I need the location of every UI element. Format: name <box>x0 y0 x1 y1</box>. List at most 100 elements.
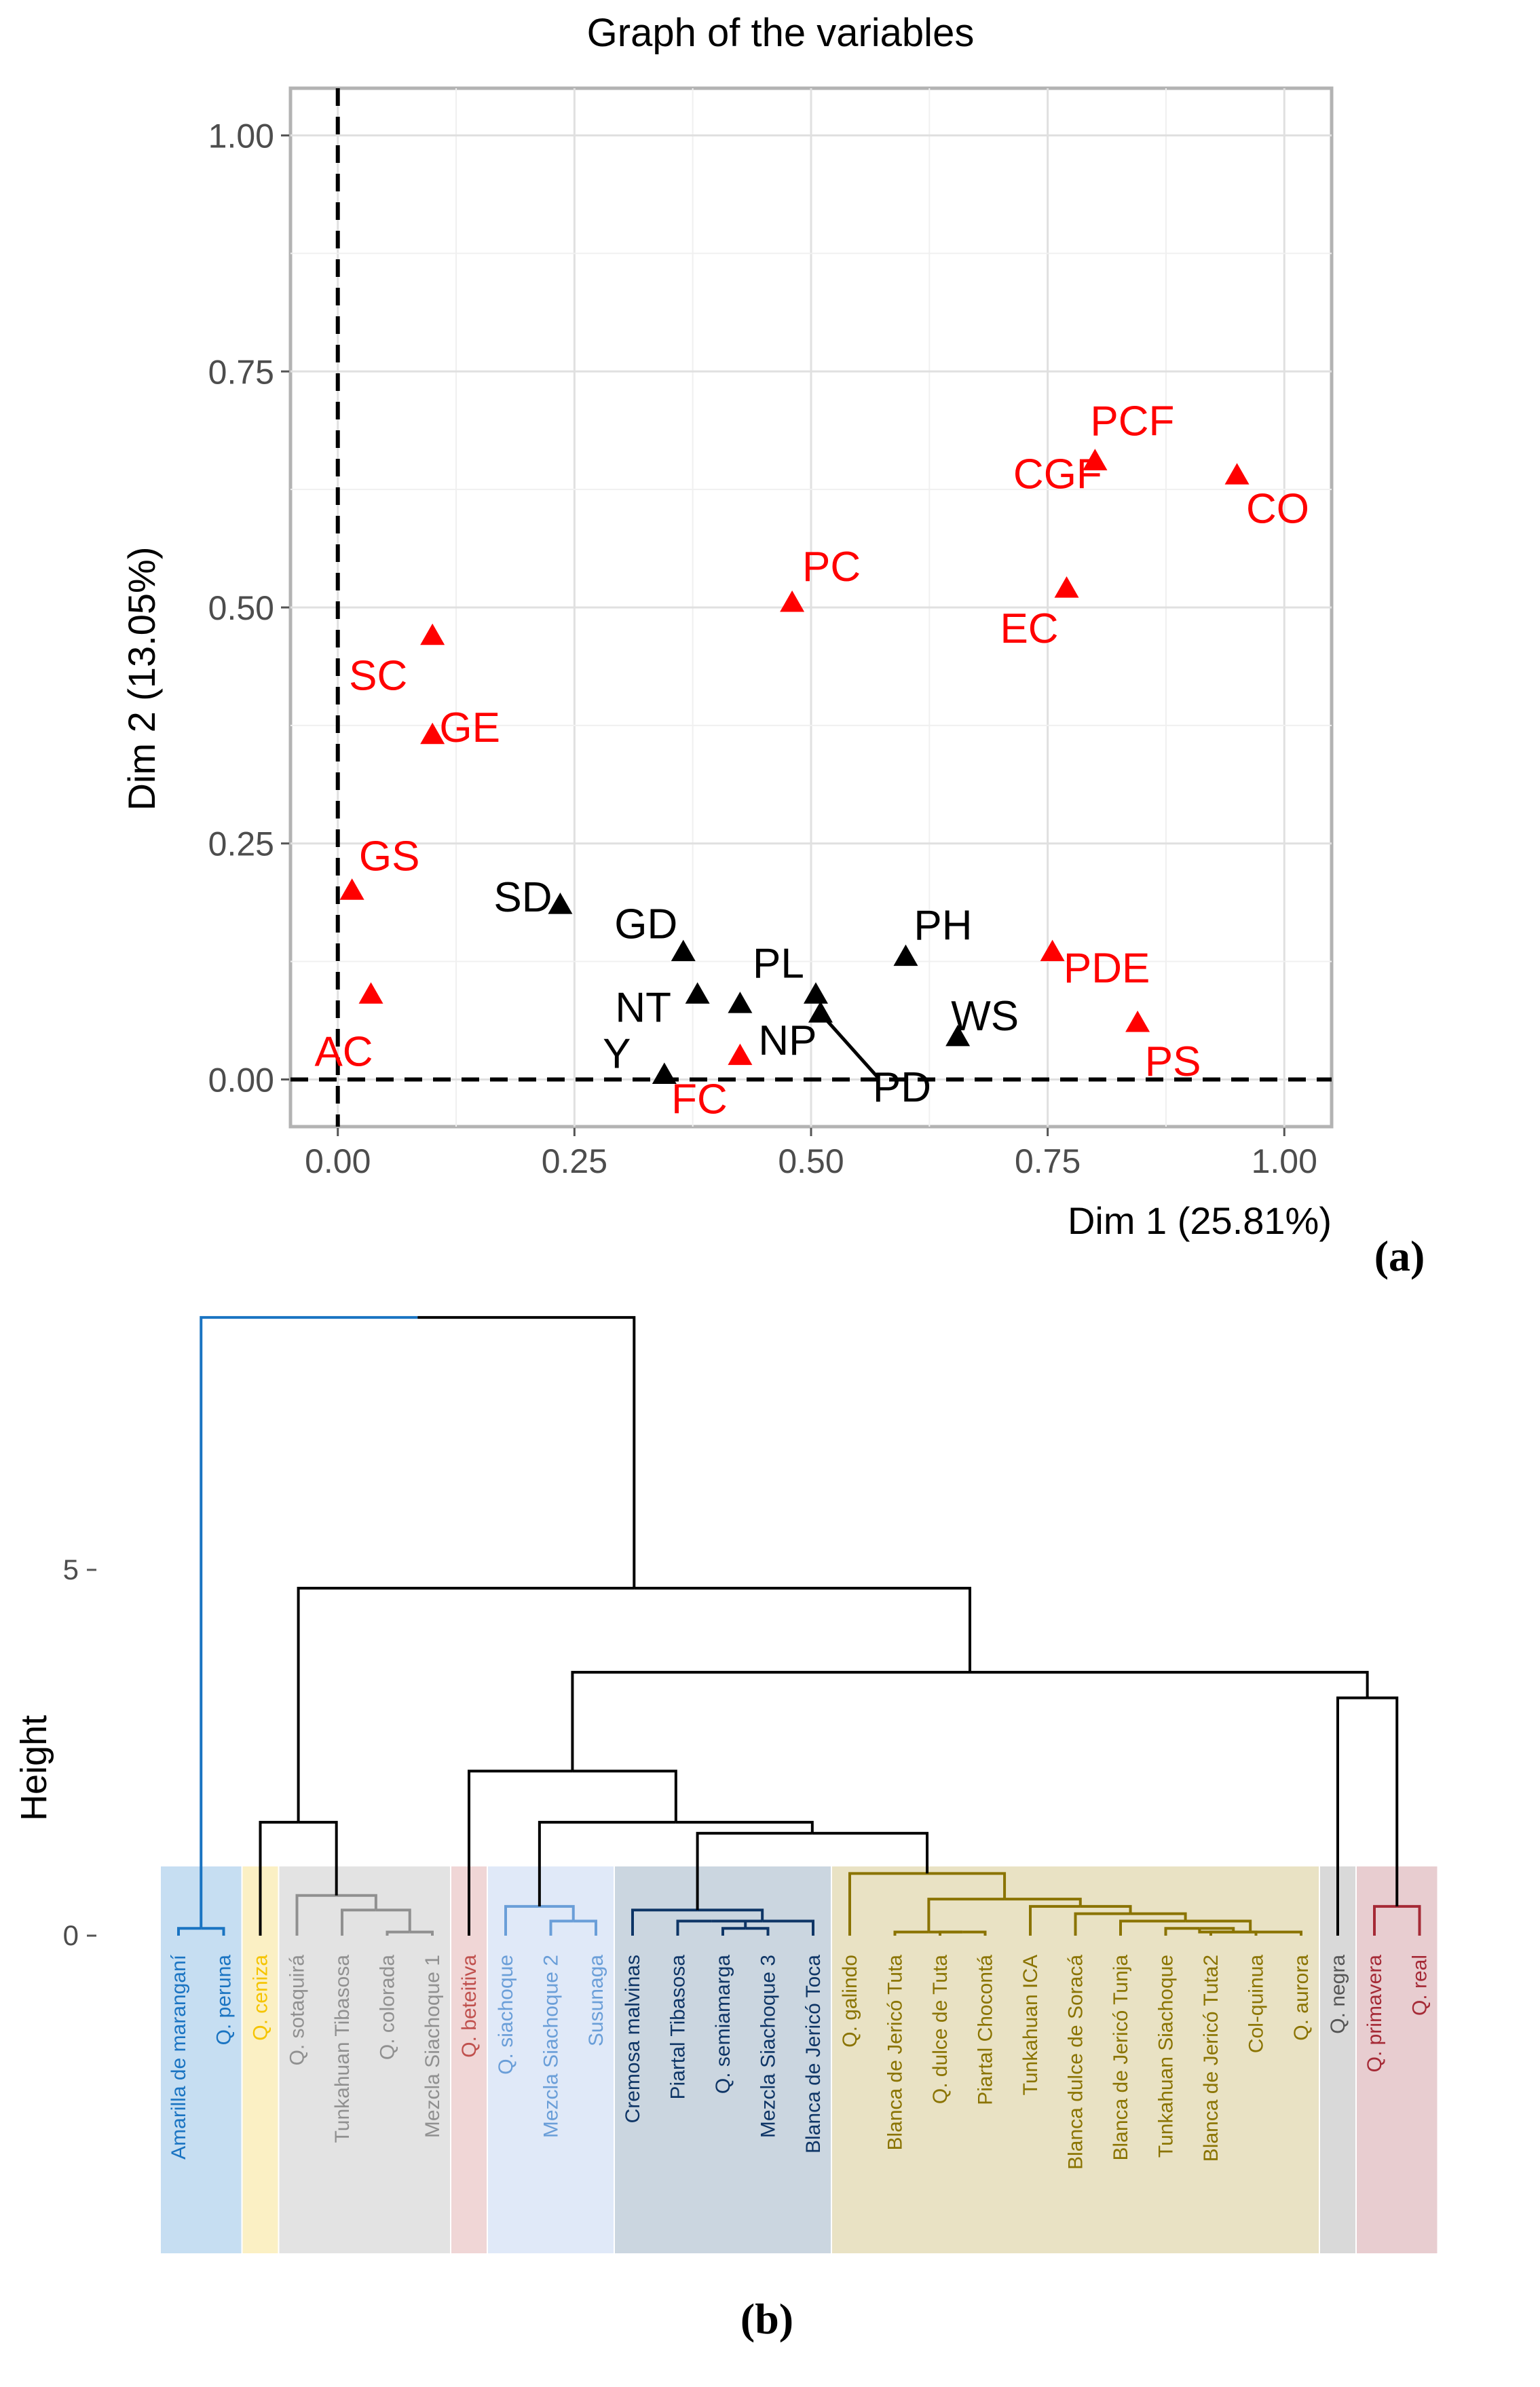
point-pde <box>1040 939 1065 962</box>
pd-label-connector <box>819 1012 880 1079</box>
point-ws <box>945 1024 971 1047</box>
branch <box>893 1930 929 1936</box>
point-nt <box>685 982 710 1004</box>
leaf-label: Cremosa malvinas <box>622 1955 644 2123</box>
branch <box>573 1919 597 1936</box>
branch <box>549 1919 574 1936</box>
point-label-nt: NT <box>615 984 671 1031</box>
dendrogram-chart: Amarilla de maranganí Q. peruna Q. ceniza Q… <box>14 1316 1438 2343</box>
branch <box>386 1930 410 1936</box>
leaf-label: Q. sotaquirá <box>286 1955 309 2066</box>
branch <box>676 1919 712 1936</box>
branch <box>201 1927 225 1936</box>
branch <box>468 1769 573 1936</box>
grid-lines <box>290 88 1332 1127</box>
branch <box>200 1316 418 1929</box>
leaf-label: Col-quinua <box>1245 1955 1268 2053</box>
branch <box>1074 1912 1131 1936</box>
x-tick-label: 0.25 <box>542 1142 607 1180</box>
point-np <box>728 992 753 1013</box>
branch <box>696 1832 812 1911</box>
branch <box>848 1872 928 1936</box>
branch <box>1336 1696 1368 1936</box>
panel-b-label: (b) <box>740 2295 793 2343</box>
cluster-box-c9 <box>1357 1866 1438 2253</box>
leaf-label: Q. siachoque <box>495 1955 517 2075</box>
point-co <box>1224 463 1250 485</box>
branch <box>1198 1928 1251 1934</box>
leaf-label: Tunkahuan Tibasosa <box>331 1955 354 2143</box>
branch <box>697 1909 764 1921</box>
point-cgf <box>1083 449 1108 470</box>
branch <box>341 1909 376 1936</box>
leaf-label: Mezcla Siachoque 1 <box>421 1955 444 2138</box>
point-label-pd: PD <box>873 1064 931 1111</box>
leaf-label: Q. galindo <box>839 1955 861 2048</box>
y-tick-label: 1.00 <box>208 117 274 155</box>
leaf-label: Blanca de Jericó Tunja <box>1110 1955 1132 2161</box>
point-pc <box>780 590 805 612</box>
leaf-label: Blanca de Jericó Tuta <box>884 1955 907 2151</box>
branch <box>927 1898 1005 1932</box>
point-label-ph: PH <box>914 903 972 950</box>
leaf-label: Blanca dulce de Soracá <box>1065 1955 1087 2170</box>
leaf-label: Q. semiamarga <box>712 1955 734 2094</box>
branch <box>1164 1927 1200 1936</box>
panel-a-label: (a) <box>1374 1232 1425 1280</box>
pca-variable-chart: PCF CO CGF PC EC SC GE GS AC FC PDE PS SD GD NT PL NP PD P… <box>120 11 1425 1280</box>
point-label-gs: GS <box>359 833 420 880</box>
y-axis-ticks: 05 <box>63 1554 96 1951</box>
point-label-y: Y <box>603 1031 631 1078</box>
point-label-sc: SC <box>349 653 407 700</box>
point-pd <box>808 1001 833 1023</box>
point-ac <box>358 982 383 1004</box>
point-sc <box>420 623 445 645</box>
point-label-ac: AC <box>314 1028 373 1075</box>
point-label-pde: PDE <box>1064 945 1150 992</box>
leaf-label: Q. negra <box>1327 1955 1349 2034</box>
y-tick-label: 5 <box>63 1554 79 1585</box>
height-axis-label: Height <box>14 1715 54 1821</box>
leaf-label: Q. ceniza <box>250 1955 272 2041</box>
branch <box>295 1894 337 1936</box>
point-label-gd: GD <box>614 901 677 948</box>
point-label-ps: PS <box>1145 1038 1201 1085</box>
point-label-sd: SD <box>493 874 552 921</box>
leaf-label: Q. aurora <box>1290 1955 1313 2041</box>
leaf-label: Mezcla Siachoque 2 <box>540 1955 563 2138</box>
data-points: PCF CO CGF PC EC SC GE GS AC FC PDE PS SD GD NT PL NP PD P… <box>314 398 1309 1123</box>
leaf-labels: Amarilla de maranganí Q. peruna Q. ceniza Q… <box>168 1954 1431 2170</box>
leaf-label: Blanca de Jericó Tuta2 <box>1200 1955 1222 2162</box>
point-label-cgf: CGF <box>1013 451 1102 497</box>
point-ec <box>1054 576 1079 598</box>
branch <box>1367 1696 1399 1906</box>
axis-ticks: 0.00 0.25 0.50 0.75 1.00 0.00 0.25 0.50 0.75 1.00 <box>208 117 1317 1180</box>
leaf-label: Q. real <box>1409 1955 1431 2016</box>
branch <box>631 1909 698 1936</box>
leaf-label: Q. colorada <box>377 1955 399 2060</box>
cluster-box-c1 <box>161 1866 242 2253</box>
branch <box>812 1832 929 1874</box>
branch <box>538 1820 676 1906</box>
leaf-label: Amarilla de maranganí <box>168 1954 190 2159</box>
leaf-label: Q. primavera <box>1364 1955 1386 2073</box>
branch <box>572 1769 677 1822</box>
point-label-pl: PL <box>753 940 804 987</box>
branch <box>721 1927 746 1936</box>
branch <box>1185 1919 1252 1932</box>
branch <box>970 1670 1369 1698</box>
branch <box>1130 1912 1187 1921</box>
x-tick-label: 0.75 <box>1015 1142 1081 1180</box>
point-pl <box>803 982 828 1004</box>
branch <box>298 1820 338 1896</box>
leaf-label: Q. peruna <box>213 1955 236 2046</box>
leaf-label: Piartal Chocontá <box>975 1955 997 2105</box>
branch <box>1397 1904 1421 1936</box>
point-label-fc: FC <box>671 1076 728 1123</box>
branch <box>634 1586 972 1672</box>
point-ps <box>1125 1011 1150 1032</box>
point-gs <box>339 878 364 900</box>
branch <box>1119 1919 1186 1936</box>
branch <box>375 1909 411 1932</box>
leaf-label: Blanca de Jericó Toca <box>802 1955 825 2154</box>
